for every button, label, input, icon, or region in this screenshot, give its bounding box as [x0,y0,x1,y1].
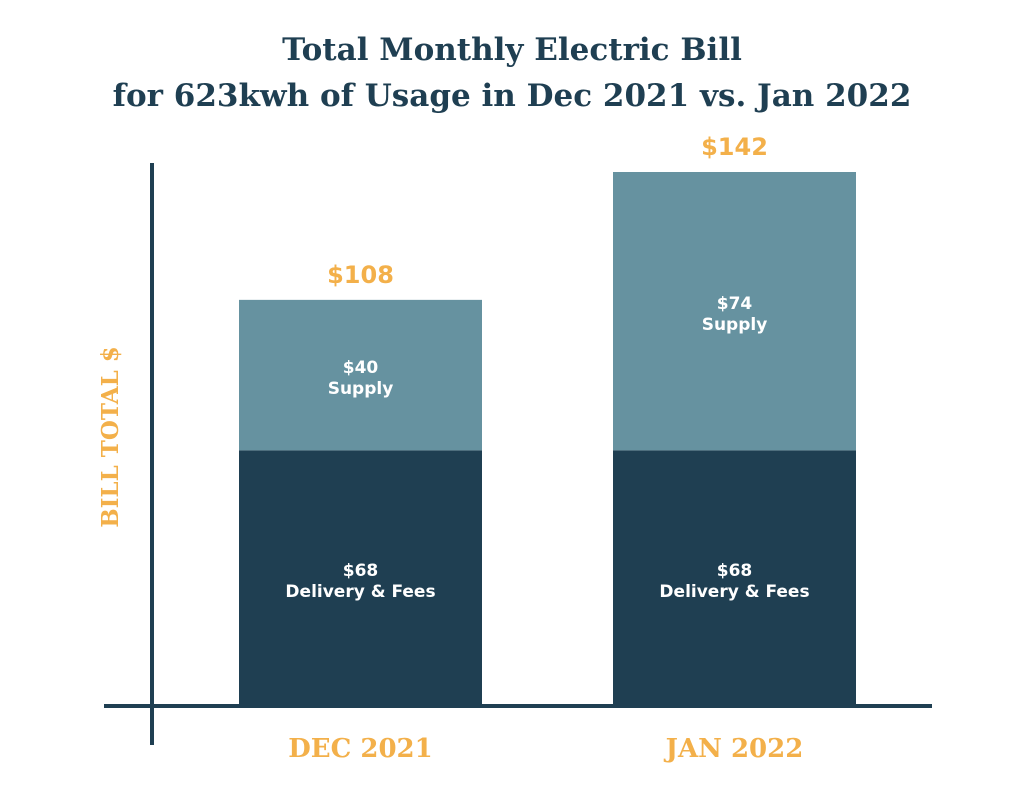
bar-segment-dec-2021-delivery-and-fees [239,450,482,706]
y-axis-label: BILL TOTAL $ [97,346,124,528]
segment-value-label: $68 [717,561,753,581]
segment-name-label: Supply [328,379,394,399]
chart-subtitle: for 623kwh of Usage in Dec 2021 vs. Jan … [113,78,912,114]
bar-segment-jan-2022-delivery-and-fees [613,450,856,706]
bars-layer [239,172,856,706]
segment-value-label: $68 [343,561,379,581]
x-tick-label: JAN 2022 [664,734,804,764]
segment-name-label: Delivery & Fees [285,582,435,602]
segment-value-label: $40 [343,358,379,378]
segment-value-label: $74 [717,294,753,314]
bar-segment-jan-2022-supply [613,172,856,451]
bar-total-label: $142 [701,133,768,161]
segment-name-label: Delivery & Fees [659,582,809,602]
bar-total-label: $108 [327,261,394,289]
segment-name-label: Supply [702,315,768,335]
bar-segment-dec-2021-supply [239,299,482,451]
x-tick-label: DEC 2021 [288,734,432,764]
chart-title: Total Monthly Electric Bill [282,32,742,68]
